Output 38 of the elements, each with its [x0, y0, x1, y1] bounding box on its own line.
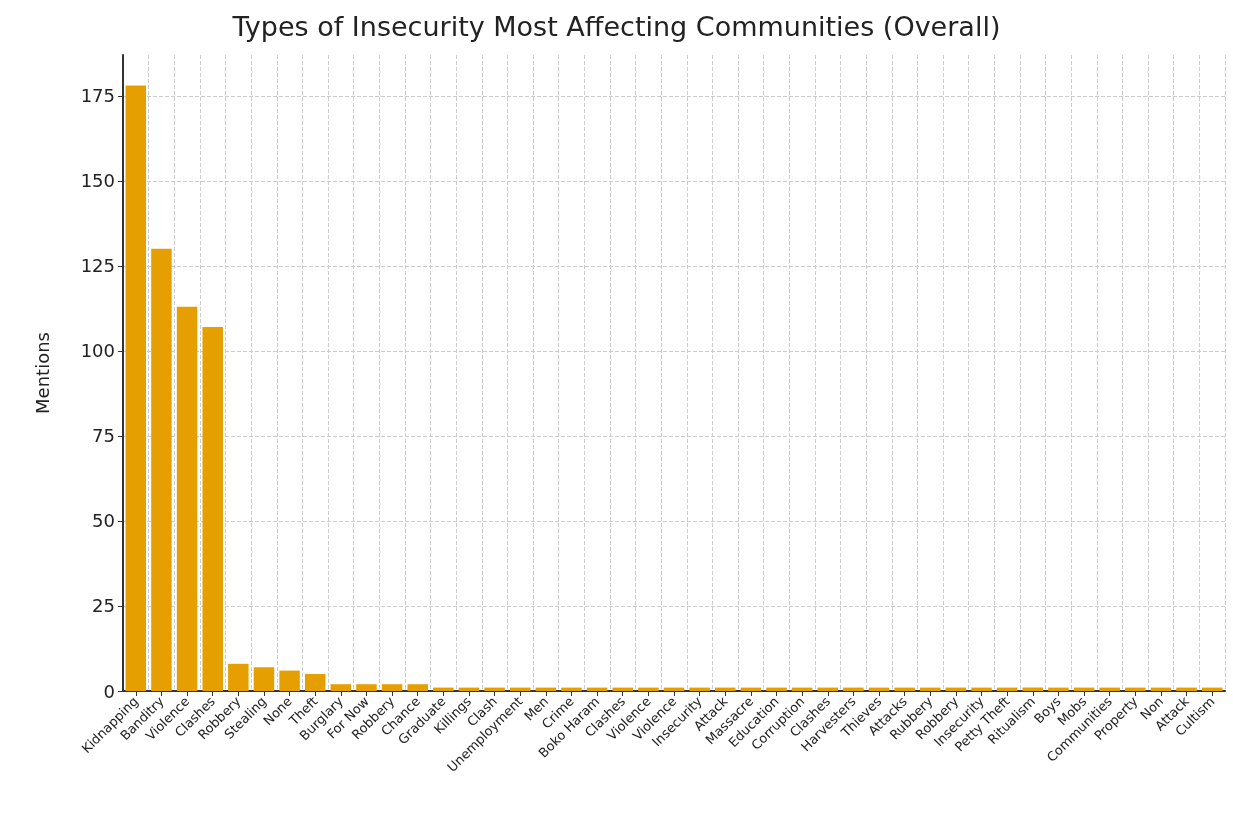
bar: [484, 687, 505, 691]
bar: [920, 687, 941, 691]
bar: [971, 687, 992, 691]
bar: [228, 663, 249, 691]
bar: [894, 687, 915, 691]
bar: [356, 684, 377, 691]
bar: [381, 684, 403, 691]
y-tick-label: 100: [80, 340, 115, 362]
bar: [279, 670, 300, 691]
bar: [176, 306, 198, 691]
bar: [1176, 687, 1197, 691]
bar: [253, 667, 275, 691]
bar: [689, 687, 710, 691]
y-tick-label: 75: [92, 425, 115, 447]
bar: [304, 673, 326, 691]
bar: [407, 684, 428, 691]
bar: [843, 687, 864, 691]
y-tick-label: 125: [80, 255, 115, 277]
bar: [151, 248, 172, 691]
y-tick-label: 50: [92, 510, 115, 532]
bar: [561, 687, 582, 691]
bar: [433, 687, 454, 691]
bar: [766, 687, 787, 691]
bar: [1125, 687, 1146, 691]
bar: [1099, 687, 1120, 691]
chart-title: Types of Insecurity Most Affecting Communities (Overall): [231, 11, 1001, 42]
y-tick-label: 175: [80, 85, 115, 107]
y-tick-label: 150: [80, 170, 115, 192]
bar: [638, 687, 659, 691]
bar: [612, 687, 633, 691]
bar: [125, 85, 147, 691]
bar: [715, 687, 736, 691]
y-axis-title: Mentions: [31, 332, 53, 414]
bar: [330, 684, 352, 691]
bar: [202, 327, 223, 691]
y-tick-label: 0: [103, 680, 115, 702]
bar: [1048, 687, 1069, 691]
y-tick-label: 25: [92, 595, 115, 617]
